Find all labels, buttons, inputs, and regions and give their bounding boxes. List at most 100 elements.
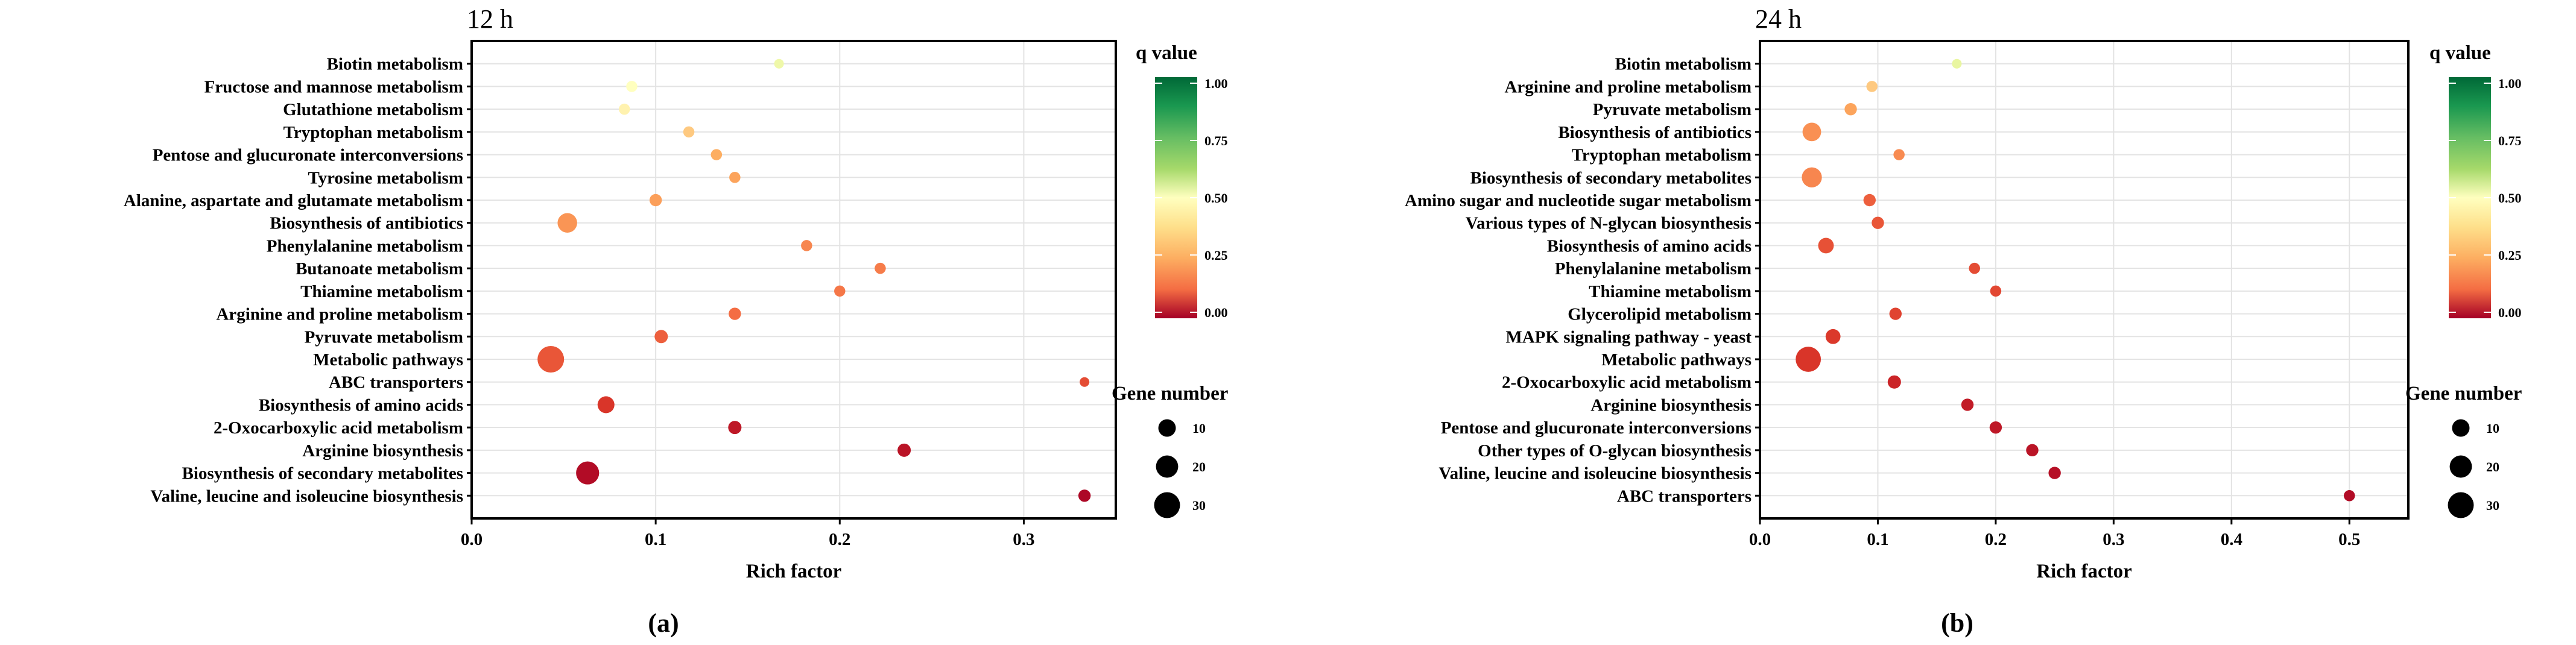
data-point (576, 461, 600, 485)
size-legend-dot (2452, 419, 2470, 437)
pathway-label: Other types of O-glycan biosynthesis (1478, 441, 1752, 461)
data-point (1078, 489, 1091, 502)
pathway-label: Biosynthesis of amino acids (1547, 236, 1752, 256)
data-point (1990, 285, 2002, 297)
pathway-label: Various types of N-glycan biosynthesis (1466, 214, 1752, 233)
data-point (537, 346, 565, 373)
pathway-label: Pyruvate metabolism (305, 327, 463, 347)
pathway-label: Phenylalanine metabolism (267, 236, 463, 256)
data-point (683, 126, 695, 138)
data-point (1866, 81, 1878, 92)
pathway-label: MAPK signaling pathway - yeast (1505, 327, 1752, 347)
data-point (1818, 238, 1834, 254)
data-point (728, 421, 742, 435)
data-point (729, 172, 741, 183)
plot-frame (1759, 40, 2410, 520)
x-tick-label: 0.3 (2103, 530, 2124, 549)
data-point (801, 240, 812, 251)
color-bar-tick-label: 0.75 (1204, 133, 1228, 148)
panel-label: (a) (648, 608, 679, 638)
chart-panel-12h: Biotin metabolism Fructose and mannose me… (124, 4, 1229, 638)
size-legend-label: 20 (1192, 459, 1206, 474)
data-point (1080, 377, 1090, 387)
data-point (597, 396, 615, 414)
x-tick-label: 0.0 (1749, 530, 1771, 549)
x-tick-label: 0.4 (2221, 530, 2242, 549)
pathway-label: Arginine and proline metabolism (216, 305, 463, 324)
data-point (2026, 444, 2039, 457)
color-bar-tick-label: 0.25 (2498, 248, 2522, 263)
size-legend-label: 10 (2486, 421, 2499, 436)
pathway-label: 2-Oxocarboxylic acid metabolism (214, 418, 463, 438)
pathway-label: Arginine biosynthesis (1590, 395, 1752, 415)
pathway-label: Butanoate metabolism (296, 259, 463, 278)
x-tick-label: 0.1 (645, 530, 666, 549)
color-bar-tick-label: 1.00 (2498, 76, 2522, 91)
plot-frame (470, 40, 1117, 520)
x-axis-title: Rich factor (746, 561, 842, 582)
data-point (1952, 58, 1962, 69)
size-legend-title: Gene number (2405, 383, 2522, 404)
pathway-label: ABC transporters (1617, 486, 1752, 506)
data-point (1961, 398, 1974, 411)
pathway-label: Thiamine metabolism (1589, 282, 1752, 301)
color-bar-tick-label: 0.50 (1204, 190, 1228, 206)
data-point (1872, 216, 1884, 229)
color-bar-tick-label: 0.50 (2498, 190, 2522, 206)
pathway-label: Amino sugar and nucleotide sugar metabol… (1405, 191, 1752, 210)
data-point (774, 58, 784, 69)
data-point (834, 285, 846, 297)
x-tick-label: 0.3 (1013, 530, 1034, 549)
color-bar-tick-label: 0.00 (1204, 305, 1228, 320)
pathway-label: Valine, leucine and isoleucine biosynthe… (1438, 464, 1752, 483)
color-legend-title: q value (1136, 42, 1197, 64)
pathway-label: 2-Oxocarboxylic acid metabolism (1502, 373, 1752, 392)
color-bar-tick-label: 0.75 (2498, 133, 2522, 148)
data-point (1844, 102, 1857, 116)
pathway-label: Phenylalanine metabolism (1555, 259, 1752, 278)
size-legend-title: Gene number (1112, 383, 1228, 404)
pathway-label: Tryptophan metabolism (1572, 146, 1752, 165)
chart-title: 24 h (1755, 4, 1802, 34)
size-legend-dot (2448, 492, 2474, 518)
data-point (1802, 122, 1821, 142)
size-legend-label: 10 (1192, 421, 1206, 436)
data-point (875, 262, 886, 274)
pathway-label: Fructose and mannose metabolism (204, 77, 463, 96)
data-point (626, 81, 638, 92)
x-tick-label: 0.0 (461, 530, 483, 549)
size-legend-label: 30 (2486, 498, 2499, 513)
data-point (729, 307, 741, 320)
pathway-label: Valine, leucine and isoleucine biosynthe… (150, 486, 463, 506)
pathway-label: Arginine and proline metabolism (1504, 77, 1752, 96)
size-legend-dot (1156, 455, 1179, 478)
data-point (897, 443, 911, 457)
x-tick-label: 0.2 (1985, 530, 2007, 549)
pathway-label: Biotin metabolism (327, 55, 463, 74)
x-axis-title: Rich factor (2036, 561, 2132, 582)
data-point (1887, 375, 1901, 389)
data-point (1802, 167, 1822, 187)
pathway-label: Thiamine metabolism (300, 282, 463, 301)
pathway-label: Biotin metabolism (1615, 55, 1752, 74)
pathway-label: Tryptophan metabolism (283, 123, 463, 142)
pathway-label: Biosynthesis of secondary metabolites (1470, 168, 1752, 187)
data-point (2048, 467, 2061, 479)
data-point (1825, 329, 1841, 344)
data-point (1796, 347, 1821, 372)
panel-label: (b) (1941, 608, 1973, 638)
color-bar-tick-label: 0.25 (1204, 248, 1228, 263)
data-point (1863, 194, 1876, 207)
pathway-label: Glutathione metabolism (283, 100, 463, 119)
data-point (649, 194, 662, 207)
size-legend-label: 30 (1192, 498, 1206, 513)
chart-title: 12 h (467, 4, 513, 34)
data-point (1969, 262, 1980, 274)
pathway-label: Pyruvate metabolism (1593, 100, 1752, 119)
data-point (619, 103, 630, 115)
pathway-label: Biosynthesis of antibiotics (1558, 123, 1752, 142)
size-legend-dot (1158, 419, 1176, 437)
data-point (557, 213, 577, 233)
data-point (2344, 490, 2355, 502)
